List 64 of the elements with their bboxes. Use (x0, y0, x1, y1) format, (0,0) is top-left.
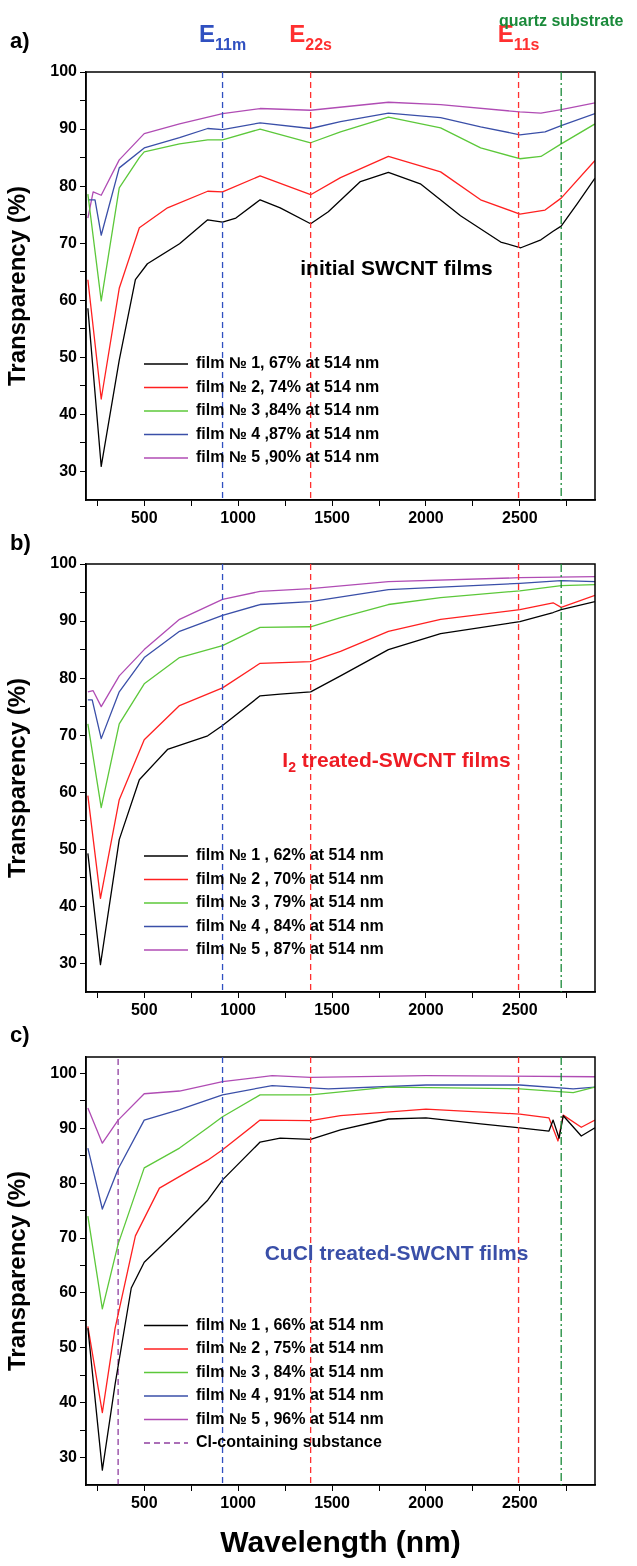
chart-title: a) (10, 28, 30, 54)
legend-label: film № 2, 74% at 514 nm (196, 377, 380, 395)
y-tick-label: 100 (50, 554, 78, 572)
legend-label: film № 4 , 91% at 514 nm (196, 1386, 384, 1404)
y-tick-label: 90 (59, 119, 78, 137)
annotation: initial SWCNT films (300, 255, 493, 279)
legend-label: film № 1 , 62% at 514 nm (196, 846, 384, 864)
chart-title: c) (10, 1022, 30, 1048)
y-tick-label: 30 (59, 461, 78, 479)
y-tick-label: 30 (59, 953, 78, 971)
legend-label: film № 3 , 84% at 514 nm (196, 1362, 384, 1380)
legend-label: film № 4 ,87% at 514 nm (196, 424, 380, 442)
y-tick-label: 50 (59, 839, 78, 857)
x-tick-label: 1000 (220, 509, 257, 527)
x-tick-label: 2500 (502, 1001, 538, 1019)
legend-label: film № 2 , 70% at 514 nm (196, 869, 384, 887)
x-tick-label: 1500 (314, 509, 350, 527)
x-tick-label: 500 (130, 509, 158, 527)
legend-label: film № 1, 67% at 514 nm (196, 354, 380, 372)
y-tick-label: 80 (59, 176, 78, 194)
legend-label: film № 5 ,90% at 514 nm (196, 448, 380, 466)
y-axis-title: Transparency (%) (3, 677, 31, 879)
x-tick-label: 500 (130, 1494, 158, 1512)
legend-label: film № 3 , 79% at 514 nm (196, 893, 384, 911)
y-tick-label: 60 (59, 1283, 78, 1301)
x-tick-label: 2500 (502, 509, 538, 527)
x-tick-label: 1500 (314, 1494, 350, 1512)
legend-label: film № 5 , 96% at 514 nm (196, 1409, 384, 1427)
x-tick-label: 500 (130, 1001, 158, 1019)
y-tick-label: 40 (59, 404, 78, 422)
y-tick-label: 70 (59, 725, 78, 743)
y-tick-label: 70 (59, 1228, 78, 1246)
y-tick-label: 50 (59, 1338, 78, 1356)
annotation: CuCl treated-SWCNT films (264, 1240, 529, 1264)
x-tick-label: 1000 (220, 1494, 257, 1512)
y-tick-label: 80 (59, 668, 78, 686)
y-tick-label: 50 (59, 347, 78, 365)
x-tick-label: 2000 (408, 509, 444, 527)
legend-label: film № 1 , 66% at 514 nm (196, 1315, 384, 1333)
legend-label: film № 4 , 84% at 514 nm (196, 916, 384, 934)
y-tick-label: 80 (59, 1173, 78, 1191)
y-tick-label: 90 (59, 611, 78, 629)
x-tick-label: 1000 (220, 1001, 257, 1019)
y-tick-label: 60 (59, 290, 78, 308)
chart-title: b) (10, 530, 31, 556)
legend-label: Cl-containing substance (196, 1433, 382, 1451)
y-tick-label: 40 (59, 896, 78, 914)
y-tick-label: 30 (59, 1447, 78, 1465)
x-tick-label: 2000 (408, 1494, 444, 1512)
y-axis-title: Transparency (%) (3, 185, 31, 387)
y-tick-label: 100 (50, 62, 78, 80)
x-tick-label: 2000 (408, 1001, 444, 1019)
y-axis-title: Transparency (%) (3, 1170, 31, 1372)
x-axis-title: Wavelength (nm) (220, 1525, 461, 1559)
legend-label: film № 5 , 87% at 514 nm (196, 940, 384, 958)
y-tick-label: 60 (59, 782, 78, 800)
x-tick-label: 1500 (314, 1001, 350, 1019)
x-tick-label: 2500 (502, 1494, 538, 1512)
y-tick-label: 100 (50, 1063, 78, 1081)
legend-label: film № 3 ,84% at 514 nm (196, 401, 380, 419)
y-tick-label: 90 (59, 1118, 78, 1136)
y-tick-label: 70 (59, 233, 78, 251)
legend-label: film № 2 , 75% at 514 nm (196, 1339, 384, 1357)
y-tick-label: 40 (59, 1393, 78, 1411)
